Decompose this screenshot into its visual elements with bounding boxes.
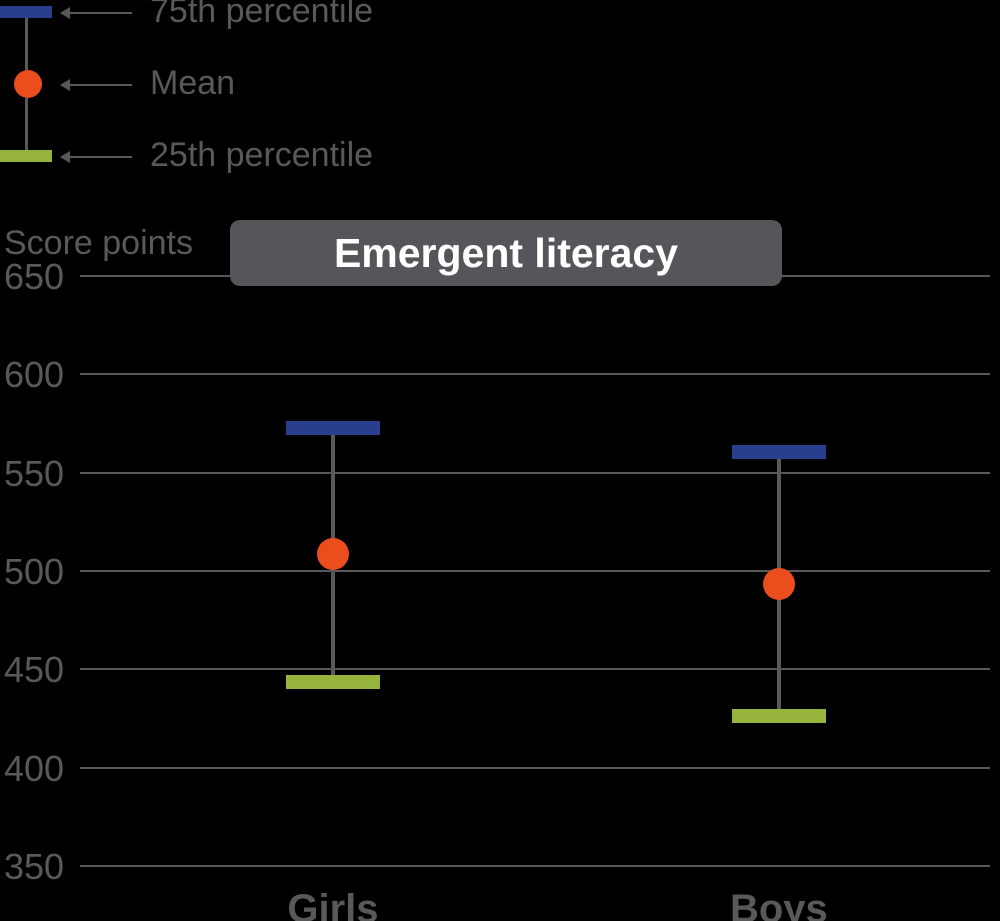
gridline <box>80 570 990 572</box>
chart-title-box: Emergent literacy <box>230 220 782 286</box>
y-tick-label: 350 <box>4 846 64 888</box>
legend-arrow-p25 <box>62 156 132 158</box>
y-tick-label: 600 <box>4 354 64 396</box>
legend-arrow-p75 <box>62 12 132 14</box>
legend-label-p75: 75th percentile <box>150 0 373 31</box>
gridline <box>80 472 990 474</box>
y-tick-label: 500 <box>4 551 64 593</box>
legend-arrow-mean <box>62 84 132 86</box>
gridline <box>80 767 990 769</box>
y-tick-label: 400 <box>4 748 64 790</box>
legend-stem-bottom <box>25 98 28 150</box>
chart-container: 75th percentile Mean 25th percentile Sco… <box>0 0 1000 921</box>
mean-dot <box>317 538 349 570</box>
gridline <box>80 668 990 670</box>
legend-glyph <box>0 0 60 180</box>
gridline <box>80 373 990 375</box>
legend-stem-top <box>25 18 28 70</box>
x-tick-label: Boys <box>730 887 828 921</box>
legend-label-mean: Mean <box>150 64 235 103</box>
legend-label-p25: 25th percentile <box>150 136 373 175</box>
p75-cap <box>286 421 380 435</box>
gridline <box>80 865 990 867</box>
legend-p75-bar <box>0 6 52 18</box>
p25-cap <box>286 675 380 689</box>
y-tick-label: 650 <box>4 256 64 298</box>
y-tick-label: 550 <box>4 453 64 495</box>
p25-cap <box>732 709 826 723</box>
p75-cap <box>732 445 826 459</box>
y-tick-label: 450 <box>4 649 64 691</box>
mean-dot <box>763 568 795 600</box>
legend-mean-dot <box>14 70 42 98</box>
chart-title-text: Emergent literacy <box>334 230 678 277</box>
legend-p25-bar <box>0 150 52 162</box>
plot-area: 650600550500450400350GirlsBoys <box>80 275 990 865</box>
x-tick-label: Girls <box>287 887 378 921</box>
